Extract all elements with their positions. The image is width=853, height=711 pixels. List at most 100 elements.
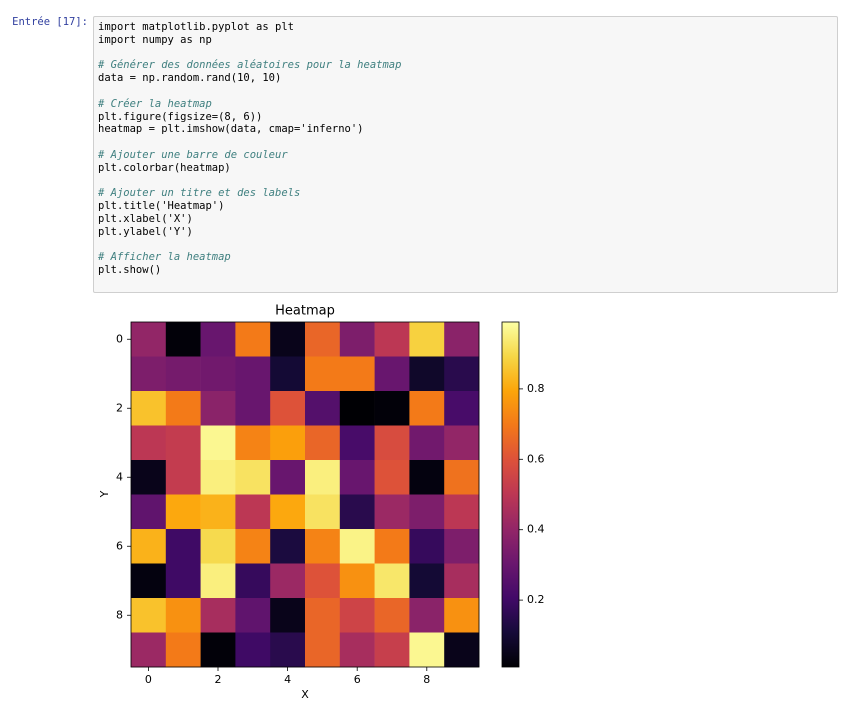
code-block: # Ajouter une barre de couleur plt.colorb… — [98, 149, 833, 175]
x-tick-label: 2 — [215, 673, 222, 686]
heatmap-cell — [270, 425, 306, 461]
x-tick-label: 4 — [284, 673, 291, 686]
heatmap-cell — [131, 598, 167, 633]
heatmap-cell — [374, 460, 410, 495]
heatmap-cell — [374, 391, 410, 426]
heatmap-cell — [339, 356, 375, 392]
code-line: plt.ylabel('Y') — [98, 225, 193, 238]
plot-frame — [130, 321, 480, 668]
heatmap-cell — [409, 563, 445, 599]
heatmap-cell — [444, 494, 480, 530]
colorbar-tick-label: 0.8 — [527, 382, 545, 395]
y-tick-label: 4 — [116, 470, 123, 483]
heatmap-cell — [235, 598, 271, 633]
x-tick-label: 6 — [354, 673, 361, 686]
heatmap-cell — [200, 529, 236, 564]
heatmap-cell — [374, 598, 410, 633]
code-line: # Créer la heatmap — [98, 97, 212, 110]
heatmap-cell — [374, 322, 410, 357]
heatmap-cell — [409, 529, 445, 564]
heatmap-cell — [444, 356, 480, 392]
y-tick-label: 8 — [116, 608, 123, 621]
heatmap-cell — [339, 391, 375, 426]
heatmap-cell — [374, 494, 410, 530]
heatmap-cell — [270, 460, 306, 495]
heatmap-cell — [200, 425, 236, 461]
heatmap-cell — [409, 391, 445, 426]
heatmap-cell — [374, 563, 410, 599]
heatmap-cell — [165, 322, 201, 357]
heatmap-cell — [131, 356, 167, 392]
heatmap-cell — [305, 598, 341, 633]
y-axis-label: Y — [98, 490, 111, 498]
heatmap-cell — [235, 322, 271, 357]
colorbar-tick-label: 0.4 — [527, 523, 545, 536]
heatmap-cell — [444, 460, 480, 495]
heatmap-cell — [374, 529, 410, 564]
heatmap-cell — [165, 425, 201, 461]
code-cell[interactable]: import matplotlib.pyplot as plt import nu… — [93, 16, 838, 293]
y-tick-label: 6 — [116, 539, 123, 552]
heatmap-cell — [339, 494, 375, 530]
colorbar-tick-label: 0.2 — [527, 593, 545, 606]
heatmap-cell — [444, 563, 480, 599]
heatmap-cell — [131, 494, 167, 530]
code-line: import matplotlib.pyplot as plt — [98, 21, 294, 33]
heatmap-cell — [235, 632, 271, 668]
heatmap-cell — [339, 598, 375, 633]
code-block: import matplotlib.pyplot as plt import nu… — [98, 21, 833, 47]
heatmap-cell — [235, 529, 271, 564]
code-block: # Créer la heatmap plt.figure(figsize=(8,… — [98, 98, 833, 136]
heatmap-cell — [444, 391, 480, 426]
code-line: plt.figure(figsize=(8, 6)) — [98, 110, 263, 123]
code-line: plt.xlabel('X') — [98, 212, 193, 225]
code-line: # Afficher la heatmap — [98, 251, 231, 264]
heatmap-cell — [339, 632, 375, 668]
heatmap-cell — [131, 322, 167, 357]
code-line: # Générer des données aléatoires pour la… — [98, 59, 402, 72]
heatmap-cell — [235, 425, 271, 461]
heatmap-cell — [305, 460, 341, 495]
heatmap-cell — [305, 529, 341, 564]
x-tick-label: 0 — [145, 673, 152, 686]
heatmap-cell — [339, 460, 375, 495]
code-line: data = np.random.rand(10, 10) — [98, 72, 282, 85]
heatmap-cell — [165, 632, 201, 668]
heatmap-cell — [444, 529, 480, 564]
heatmap-cell — [444, 598, 480, 633]
heatmap-cell — [131, 563, 167, 599]
code-line: plt.title('Heatmap') — [98, 200, 225, 213]
heatmap-cell — [409, 356, 445, 392]
heatmap-cell — [409, 322, 445, 357]
heatmap-cell — [444, 322, 480, 357]
heatmap-cell — [305, 391, 341, 426]
heatmap-cell — [444, 425, 480, 461]
heatmap-cell — [305, 494, 341, 530]
y-tick-label: 2 — [116, 401, 123, 414]
heatmap-cell — [339, 563, 375, 599]
heatmap-cell — [131, 529, 167, 564]
code-line: # Ajouter une barre de couleur — [98, 148, 288, 161]
y-tick-label: 0 — [116, 332, 123, 345]
code-line: plt.show() — [98, 264, 162, 277]
heatmap-cell — [200, 356, 236, 392]
heatmap-cell — [270, 529, 306, 564]
heatmap-cell — [131, 425, 167, 461]
code-line: heatmap = plt.imshow(data, cmap='inferno… — [98, 123, 364, 136]
heatmap-cell — [339, 425, 375, 461]
colorbar — [501, 321, 520, 668]
heatmap-cell — [165, 356, 201, 392]
heatmap-cell — [374, 632, 410, 668]
heatmap-cell — [235, 356, 271, 392]
heatmap-cell — [200, 563, 236, 599]
heatmap-cell — [305, 356, 341, 392]
x-tick-label: 8 — [423, 673, 430, 686]
heatmap-cell — [131, 632, 167, 668]
code-line: plt.colorbar(heatmap) — [98, 161, 231, 174]
heatmap-cell — [165, 529, 201, 564]
code-block: # Générer des données aléatoires pour la… — [98, 59, 833, 85]
heatmap-cell — [270, 494, 306, 530]
code-line: # Ajouter un titre et des labels — [98, 187, 301, 200]
heatmap-cell — [374, 356, 410, 392]
